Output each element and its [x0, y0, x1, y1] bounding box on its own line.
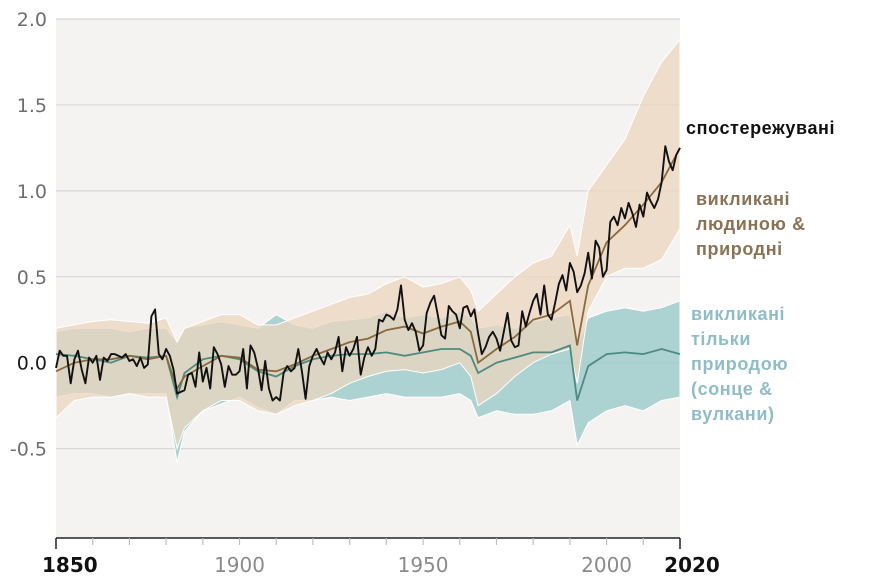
observed-line [55, 145, 681, 402]
y-tick-label: 2.0 [17, 9, 47, 31]
y-tick-label: -0.5 [10, 439, 47, 461]
x-tick-label: 2000 [581, 553, 632, 577]
x-tick-label: 1900 [214, 553, 265, 577]
x-tick-label: 1850 [42, 553, 98, 577]
grid-lines [56, 18, 680, 450]
legend-observed: спостережувані [686, 118, 836, 138]
y-axis: 2.0 1.5 1.0 0.5 0.0 -0.5 [10, 9, 47, 461]
x-tick-label: 1950 [398, 553, 449, 577]
uncertainty-bands [55, 38, 681, 463]
legend-natural-only: викликані тільки природою (сонце & вулка… [691, 304, 789, 424]
x-tick-label: 2020 [664, 553, 720, 577]
y-tick-label: 0.0 [17, 353, 47, 375]
human-and-natural-band [55, 38, 681, 451]
x-axis: 1850 1900 1950 2000 2020 [42, 537, 720, 577]
y-tick-label: 0.5 [17, 267, 47, 289]
series-lines [55, 145, 681, 402]
y-tick-label: 1.0 [17, 181, 47, 203]
legend-human-and-natural: викликані людиною & природні [696, 189, 806, 259]
y-tick-label: 1.5 [17, 95, 47, 117]
